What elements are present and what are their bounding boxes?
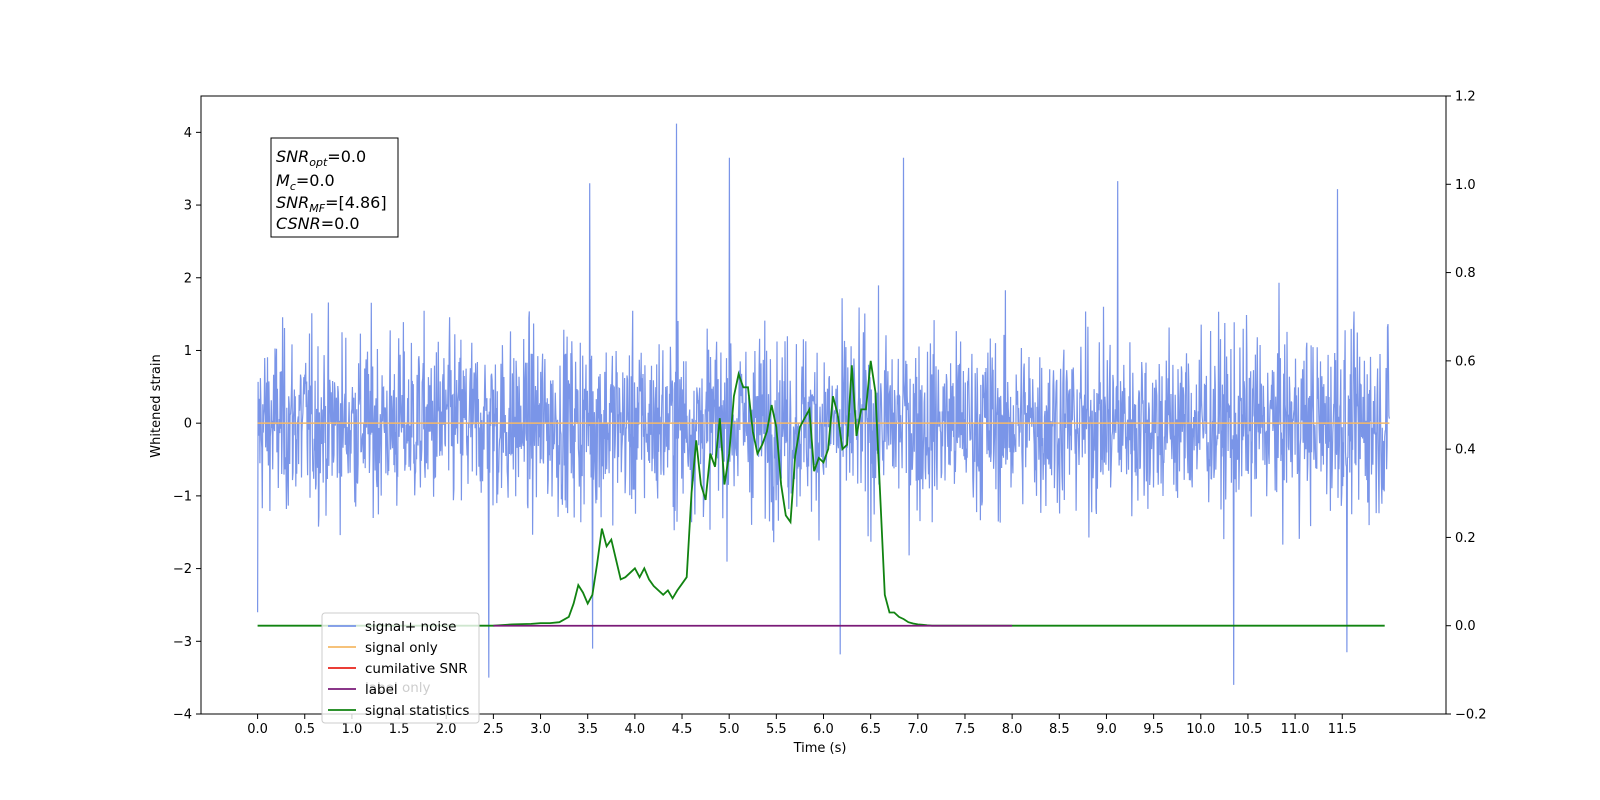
y-tick-label: 2 bbox=[184, 271, 192, 286]
x-tick-label: 1.0 bbox=[342, 722, 363, 737]
x-tick-label: 3.0 bbox=[530, 722, 551, 737]
x-tick-label: 2.0 bbox=[436, 722, 457, 737]
x-tick-label: 10.0 bbox=[1186, 722, 1215, 737]
stats-line-snr-mf: SNRMF=[4.86] bbox=[276, 193, 387, 215]
signal-statistics-line bbox=[257, 360, 1385, 627]
y2-tick-label: 0.8 bbox=[1455, 266, 1476, 281]
x-tick-label: 4.5 bbox=[672, 722, 693, 737]
x-tick-label: 7.5 bbox=[955, 722, 976, 737]
x-tick-label: 7.0 bbox=[907, 722, 928, 737]
y-tick-label: 4 bbox=[184, 126, 192, 141]
x-tick-label: 8.5 bbox=[1049, 722, 1070, 737]
y2-tick-label: 0.6 bbox=[1455, 354, 1476, 369]
axes: 0.0 0.5 1.0 1.5 2.0 2.5 3.0 3.5 4.0 4.5 5.0 5.5 6.0 6… bbox=[173, 90, 1487, 738]
y2-tick-label: 1.2 bbox=[1455, 90, 1476, 105]
y2-tick-label: 0.2 bbox=[1455, 531, 1476, 546]
x-tick-label: 9.5 bbox=[1143, 722, 1164, 737]
plot-area bbox=[257, 123, 1390, 685]
stats-box-frame bbox=[270, 137, 399, 238]
x-tick-label: 4.0 bbox=[625, 722, 646, 737]
x-tick-label: 6.5 bbox=[860, 722, 881, 737]
legend-label: cumilative SNR bbox=[365, 661, 468, 677]
y-tick-label: 3 bbox=[184, 199, 192, 214]
stats-line-snr-opt: SNRopt=0.0 bbox=[276, 147, 366, 169]
noise-trace bbox=[257, 123, 1390, 685]
x-tick-label: 11.5 bbox=[1328, 722, 1357, 737]
y2-tick-label: 0.4 bbox=[1455, 443, 1476, 458]
stats-box: SNRopt=0.0 Mc=0.0 SNRMF=[4.86] CSNR=0.0 bbox=[270, 137, 399, 238]
x-tick-label: 2.5 bbox=[483, 722, 504, 737]
y-axis-title: Whitened strain bbox=[149, 354, 164, 457]
legend-label: label bbox=[365, 682, 398, 698]
y-tick-label: −4 bbox=[173, 708, 192, 723]
legend-entries: signal+ noise signal only cumilative SNR la… bbox=[328, 619, 469, 719]
y-tick-label: 0 bbox=[184, 417, 192, 432]
legend: label only signal+ noise signal only cumil… bbox=[321, 612, 480, 724]
x-tick-label: 3.5 bbox=[577, 722, 598, 737]
stats-line-mc: Mc=0.0 bbox=[276, 171, 335, 193]
legend-frame bbox=[321, 612, 480, 724]
x-tick-label: 6.0 bbox=[813, 722, 834, 737]
x-tick-label: 9.0 bbox=[1096, 722, 1117, 737]
y-tick-label: −2 bbox=[173, 562, 192, 577]
x-tick-label: 0.0 bbox=[247, 722, 268, 737]
x-tick-label: 5.0 bbox=[719, 722, 740, 737]
y2-tick-label: 0.0 bbox=[1455, 619, 1476, 634]
x-tick-label: 0.5 bbox=[294, 722, 315, 737]
legend-label: signal statistics bbox=[365, 703, 469, 719]
stats-line-csnr: CSNR=0.0 bbox=[276, 214, 360, 233]
legend-label: signal only bbox=[365, 640, 438, 656]
x-axis-title: Time (s) bbox=[793, 741, 847, 756]
x-tick-label: 1.5 bbox=[389, 722, 410, 737]
y2-tick-label: −0.2 bbox=[1455, 708, 1487, 723]
legend-hidden-label: label only bbox=[365, 680, 431, 696]
x-tick-label: 10.5 bbox=[1233, 722, 1262, 737]
y-tick-label: −3 bbox=[173, 635, 192, 650]
y-tick-label: 1 bbox=[184, 344, 192, 359]
legend-label: signal+ noise bbox=[365, 619, 456, 635]
x-tick-label: 11.0 bbox=[1281, 722, 1310, 737]
y2-tick-label: 1.0 bbox=[1455, 178, 1476, 193]
x-tick-label: 8.0 bbox=[1002, 722, 1023, 737]
y-tick-label: −1 bbox=[173, 489, 192, 504]
x-tick-label: 5.5 bbox=[766, 722, 787, 737]
